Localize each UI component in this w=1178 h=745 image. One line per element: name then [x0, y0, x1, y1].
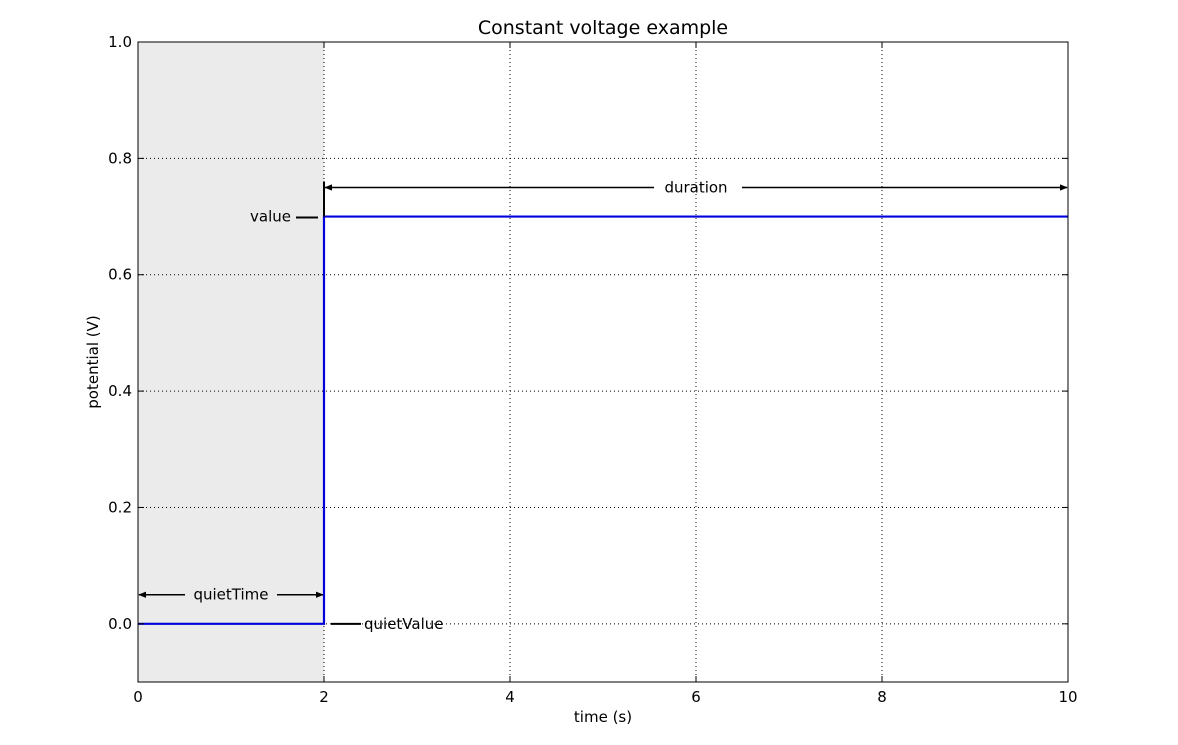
y-tick-label-1: 0.2	[108, 498, 132, 516]
duration-label: duration	[664, 178, 727, 196]
y-tick-label-4: 0.8	[108, 149, 132, 167]
x-axis-label: time (s)	[574, 708, 632, 726]
chart-title: Constant voltage example	[478, 17, 728, 39]
x-tick-label-3: 6	[691, 688, 701, 706]
quiet-period-shading	[138, 42, 324, 682]
y-tick-label-0: 0.0	[108, 615, 132, 633]
quiet-time-label: quietTime	[193, 586, 268, 604]
series-line-0	[138, 215, 1068, 625]
series-layer	[138, 215, 1068, 625]
plot-frame	[137, 41, 1069, 683]
x-tick-label-4: 8	[877, 688, 887, 706]
x-tick-label-0: 0	[133, 688, 143, 706]
x-tick-label-2: 4	[505, 688, 515, 706]
quiet-value-label: quietValue	[364, 615, 444, 633]
y-tick-label-3: 0.6	[108, 266, 132, 284]
x-tick-label-5: 10	[1058, 688, 1077, 706]
annotations: quietTime duration value quietValue	[138, 178, 1068, 633]
y-tick-label-5: 1.0	[108, 33, 132, 51]
y-axis-label: potential (V)	[84, 315, 102, 408]
value-label: value	[250, 208, 291, 226]
axis-ticks: 0 2 4 6 8 10 0.0 0.2 0.4 0.6 0.8 1.0	[108, 33, 1077, 706]
y-tick-label-2: 0.4	[108, 382, 132, 400]
x-tick-label-1: 2	[319, 688, 329, 706]
